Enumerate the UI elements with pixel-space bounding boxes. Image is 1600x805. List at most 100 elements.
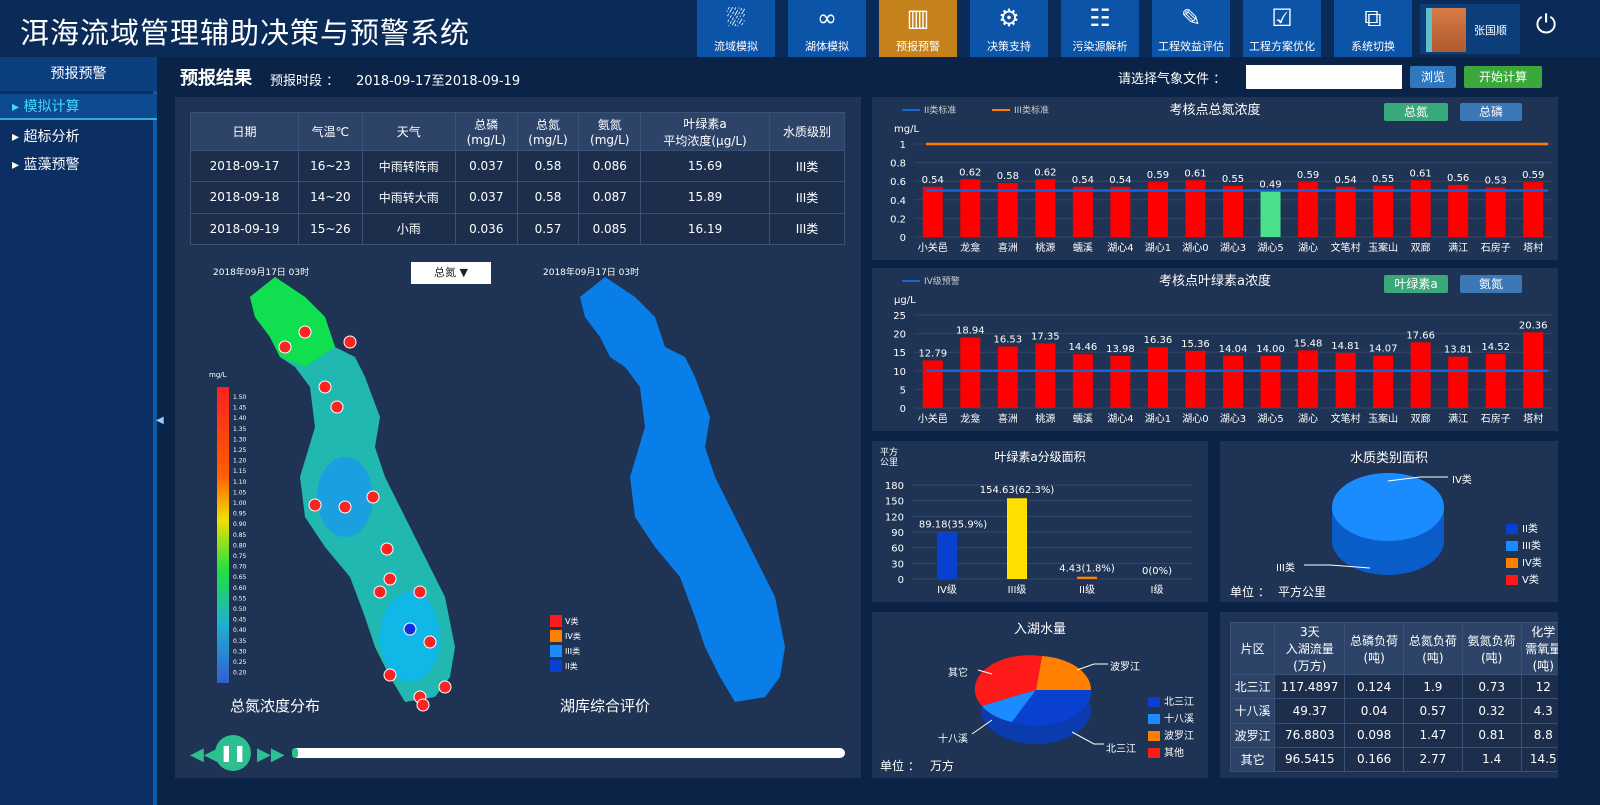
sidebar-item-algae[interactable]: ▸ 蓝藻预警 [12, 157, 80, 173]
header: 洱海流域管理辅助决策与预警系统 ⛆ 流域模拟 ∞ 湖体模拟 ▥ 预报预警 ⚙ 决策支持 ☷ 污染源… [0, 0, 1600, 57]
nav-1[interactable]: ∞ 湖体模拟 [788, 0, 866, 57]
data-label: 0.62 [959, 167, 981, 178]
legend-swatch [1148, 697, 1160, 707]
legend-swatch [1506, 575, 1518, 585]
table-cell: 2.77 [1403, 746, 1463, 772]
nav-label: 工程方案优化 [1249, 40, 1315, 53]
sidebar: 预报预警 ▸ 模拟计算 ▸ 超标分析 ▸ 蓝藻预警 ◀ [0, 57, 164, 805]
inflow-legend: 北三江 十八溪 波罗江 其他 [1148, 694, 1194, 762]
scale-tick: 0.25 [233, 659, 247, 666]
monitoring-point[interactable] [338, 500, 352, 514]
nav-0[interactable]: ⛆ 流域模拟 [697, 0, 775, 57]
table-cell: 0.036 [454, 212, 518, 246]
pause-button[interactable]: ❚❚ [215, 735, 251, 771]
nav-2[interactable]: ▥ 预报预警 [879, 0, 957, 57]
data-label: 0.54 [1072, 175, 1094, 186]
monitoring-point[interactable] [330, 400, 344, 414]
bar [1147, 347, 1168, 408]
table-cell: 0.086 [578, 149, 642, 183]
nav-6[interactable]: ☑ 工程方案优化 [1243, 0, 1321, 57]
period-value: 2018-09-17至2018-09-19 [356, 74, 521, 89]
monitoring-point[interactable] [413, 585, 427, 599]
user-box[interactable]: 张国顺 [1420, 4, 1520, 54]
monitoring-point[interactable] [438, 680, 452, 694]
monitoring-point[interactable] [373, 585, 387, 599]
nh3-button[interactable]: 氨氮 [1460, 275, 1522, 293]
monitoring-point[interactable] [403, 622, 417, 636]
bar [1373, 355, 1394, 408]
monitoring-point[interactable] [383, 572, 397, 586]
forward-button[interactable]: ▶▶ [257, 744, 285, 765]
table-cell: 小雨 [361, 212, 456, 246]
sidebar-item-simulation[interactable]: ▸ 模拟计算 [0, 94, 157, 120]
edit-icon: ✎ [1180, 4, 1202, 32]
monitoring-point[interactable] [383, 668, 397, 682]
y-tick: 10 [893, 367, 906, 378]
monitoring-point[interactable] [278, 340, 292, 354]
collapse-handle[interactable]: ◀ [156, 415, 164, 426]
column-header: 气温℃ [298, 112, 363, 151]
monitoring-point[interactable] [298, 325, 312, 339]
table-cell: 8.8 [1520, 722, 1558, 748]
x-tick: I级 [1151, 584, 1164, 596]
tn-button[interactable]: 总氮 [1384, 103, 1448, 121]
bar [1523, 182, 1544, 237]
scale-tick: 1.15 [233, 468, 247, 475]
monitoring-point[interactable] [366, 490, 380, 504]
bar [1035, 343, 1056, 408]
rewind-button[interactable]: ◀◀ [190, 744, 218, 765]
monitoring-point[interactable] [423, 635, 437, 649]
lake-icon: ∞ [817, 4, 837, 32]
table-cell: 15.69 [640, 149, 771, 183]
clipboard-check-icon: ☑ [1271, 4, 1293, 32]
bar [1185, 350, 1206, 408]
data-label: 154.63(62.3%) [980, 485, 1055, 496]
start-button[interactable]: 开始计算 [1464, 66, 1542, 88]
y-tick: 20 [893, 330, 906, 341]
user-name: 张国顺 [1474, 24, 1507, 37]
bar [1035, 179, 1056, 237]
browse-button[interactable]: 浏览 [1410, 66, 1456, 88]
x-tick: 喜洲 [998, 241, 1018, 254]
nav-5[interactable]: ✎ 工程效益评估 [1152, 0, 1230, 57]
data-label: 14.46 [1069, 342, 1098, 353]
bar [997, 346, 1018, 408]
file-input[interactable] [1246, 65, 1402, 89]
table-cell: 0.087 [578, 181, 642, 214]
x-tick: 湖心3 [1220, 413, 1246, 425]
scale-tick: 1.00 [233, 500, 247, 507]
chl-button[interactable]: 叶绿素a [1384, 275, 1448, 293]
power-icon[interactable]: ⏻ [1535, 10, 1557, 40]
monitoring-point[interactable] [380, 542, 394, 556]
area-chart-panel: 叶绿素a分级面积 平方 公里 0 30 60 90 120 150 180 89.18(35.9%)… [872, 441, 1208, 602]
progress-slider[interactable] [292, 748, 845, 758]
monitoring-point[interactable] [318, 380, 332, 394]
nav-7[interactable]: ⧉ 系统切换 [1334, 0, 1412, 57]
table-cell: 76.8803 [1274, 722, 1346, 748]
scale-tick: 1.40 [233, 415, 247, 422]
nav-3[interactable]: ⚙ 决策支持 [970, 0, 1048, 57]
monitoring-point[interactable] [308, 498, 322, 512]
x-tick: 湖心0 [1182, 242, 1208, 254]
legend-swatch [1506, 558, 1518, 568]
bar [1077, 576, 1097, 579]
scale-tick: 0.50 [233, 606, 247, 613]
y-tick: 25 [893, 311, 906, 322]
table-cell: 12 [1520, 673, 1558, 700]
color-scale [217, 387, 229, 683]
bar [1223, 355, 1243, 408]
monitoring-point[interactable] [416, 698, 430, 712]
bar [1072, 186, 1093, 237]
nav-label: 湖体模拟 [805, 40, 849, 53]
table-cell: 0.037 [454, 181, 518, 214]
x-tick: III级 [1008, 584, 1027, 596]
label-line [1304, 564, 1371, 569]
data-label: 18.94 [956, 326, 985, 337]
tp-button[interactable]: 总磷 [1460, 103, 1522, 121]
table-row: 2018-09-18 14~20 中雨转大雨 0.037 0.58 0.087 15.89 I… [189, 181, 845, 214]
nav-4[interactable]: ☷ 污染源解析 [1061, 0, 1139, 57]
sidebar-item-exceed[interactable]: ▸ 超标分析 [12, 129, 80, 145]
table-cell: 0.037 [454, 149, 518, 183]
parameter-select[interactable]: 总氮 ▼ [411, 262, 491, 284]
monitoring-point[interactable] [343, 335, 357, 349]
